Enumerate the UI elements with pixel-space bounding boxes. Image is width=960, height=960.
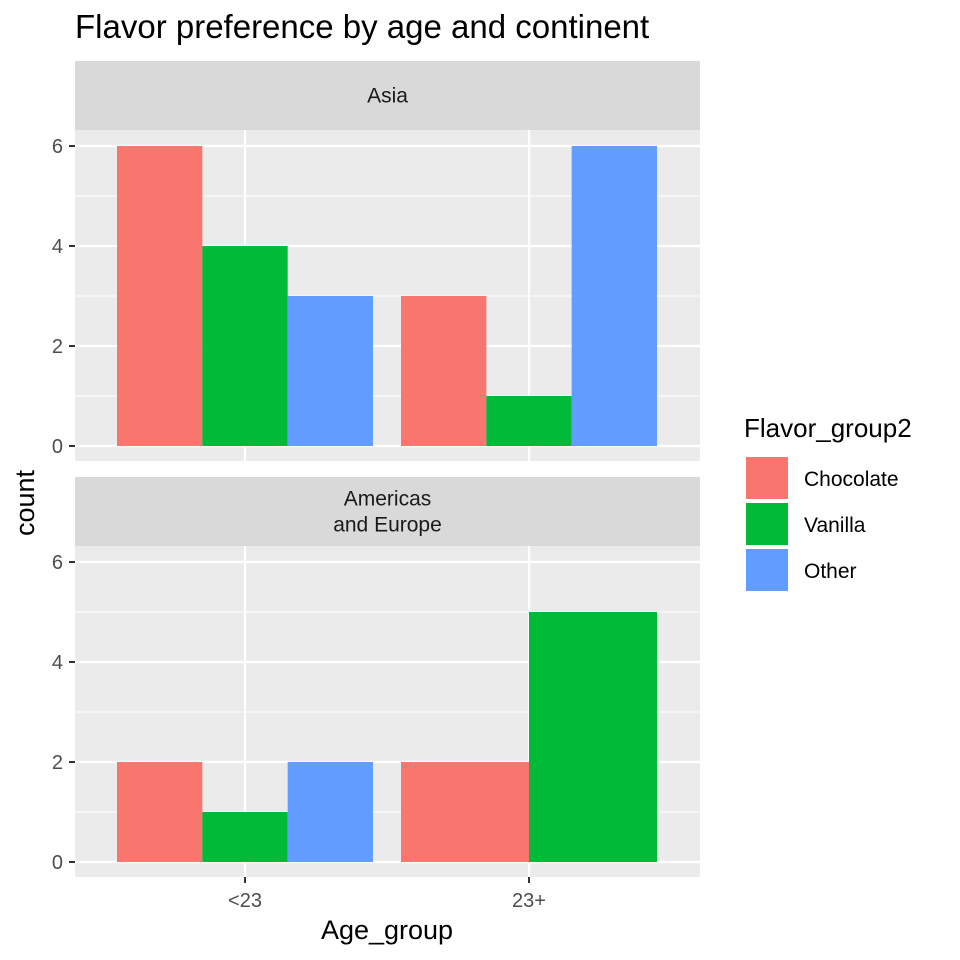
- bar-chocolate: [401, 296, 487, 446]
- legend-key-vanilla: [746, 503, 788, 545]
- bar-vanilla: [202, 812, 288, 862]
- facet-strip-label: and Europe: [333, 514, 442, 537]
- bar-chocolate: [117, 762, 203, 862]
- y-axis-title: count: [10, 469, 40, 536]
- facet-strip-label: Asia: [367, 85, 408, 108]
- bar-chocolate: [117, 146, 203, 446]
- legend-label: Vanilla: [804, 514, 866, 537]
- facet-panel: Americas and Europe 0 2 4 6 <23 23+: [52, 477, 700, 912]
- legend-title: Flavor_group2: [744, 413, 912, 443]
- legend-label: Chocolate: [804, 468, 899, 491]
- facet-strip: [75, 477, 700, 546]
- legend-label: Other: [804, 560, 857, 583]
- bar-other: [287, 296, 373, 446]
- x-tick-label: 23+: [512, 890, 546, 912]
- facet-strip-label: Americas: [344, 488, 432, 511]
- y-tick-label: 2: [52, 336, 63, 358]
- y-tick-label: 2: [52, 752, 63, 774]
- y-tick-label: 6: [52, 552, 63, 574]
- y-tick-label: 0: [52, 436, 63, 458]
- bar-other: [287, 762, 373, 862]
- y-tick-label: 6: [52, 136, 63, 158]
- x-axis-title: Age_group: [321, 915, 453, 945]
- bar-vanilla: [486, 396, 572, 446]
- bar-vanilla: [529, 612, 657, 862]
- legend-key-chocolate: [746, 457, 788, 499]
- y-tick-label: 0: [52, 852, 63, 874]
- y-tick-label: 4: [52, 652, 63, 674]
- x-tick-label: <23: [228, 890, 262, 912]
- chart-title: Flavor preference by age and continent: [75, 8, 649, 45]
- bar-other: [571, 146, 657, 446]
- legend: Flavor_group2 Chocolate Vanilla Other: [744, 413, 912, 591]
- legend-key-other: [746, 549, 788, 591]
- y-tick-label: 4: [52, 236, 63, 258]
- facet-panels: Asia 0 2 4 6 Americas and Europe 0 2 4 6 <23 23+: [52, 61, 700, 912]
- bar-vanilla: [202, 246, 288, 446]
- bar-chocolate: [401, 762, 529, 862]
- facet-panel: Asia 0 2 4 6: [52, 61, 700, 461]
- facet-strip: [75, 61, 700, 130]
